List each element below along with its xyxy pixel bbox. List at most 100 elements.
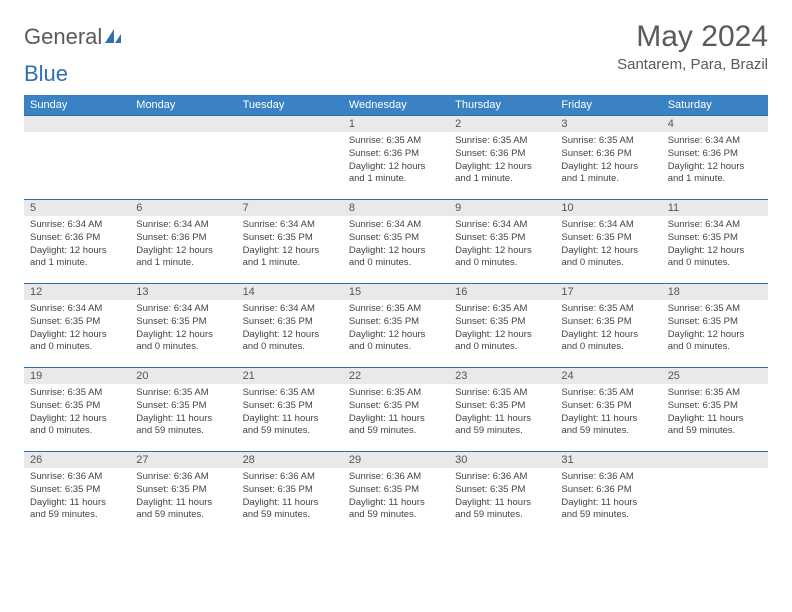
sunrise-text: Sunrise: 6:35 AM: [455, 135, 549, 148]
calendar-cell: 28Sunrise: 6:36 AMSunset: 6:35 PMDayligh…: [237, 452, 343, 536]
daylight-text: Daylight: 11 hours and 59 minutes.: [349, 497, 443, 523]
daylight-text: Daylight: 11 hours and 59 minutes.: [455, 413, 549, 439]
sunrise-text: Sunrise: 6:34 AM: [136, 303, 230, 316]
day-number: 31: [555, 452, 661, 468]
day-number: 7: [237, 200, 343, 216]
calendar-cell: 14Sunrise: 6:34 AMSunset: 6:35 PMDayligh…: [237, 284, 343, 368]
sunset-text: Sunset: 6:35 PM: [668, 400, 762, 413]
sunrise-text: Sunrise: 6:35 AM: [136, 387, 230, 400]
sunset-text: Sunset: 6:35 PM: [243, 316, 337, 329]
daylight-text: Daylight: 12 hours and 1 minute.: [136, 245, 230, 271]
day-number: 23: [449, 368, 555, 384]
sunrise-text: Sunrise: 6:34 AM: [243, 303, 337, 316]
day-number: 1: [343, 116, 449, 132]
day-number: 11: [662, 200, 768, 216]
calendar-cell: 8Sunrise: 6:34 AMSunset: 6:35 PMDaylight…: [343, 200, 449, 284]
calendar-cell: 1Sunrise: 6:35 AMSunset: 6:36 PMDaylight…: [343, 116, 449, 200]
day-details: Sunrise: 6:36 AMSunset: 6:35 PMDaylight:…: [449, 468, 555, 526]
sunset-text: Sunset: 6:36 PM: [561, 484, 655, 497]
day-details: Sunrise: 6:34 AMSunset: 6:35 PMDaylight:…: [237, 216, 343, 274]
sunset-text: Sunset: 6:36 PM: [561, 148, 655, 161]
sunrise-text: Sunrise: 6:34 AM: [136, 219, 230, 232]
sunset-text: Sunset: 6:35 PM: [136, 316, 230, 329]
daylight-text: Daylight: 12 hours and 0 minutes.: [668, 329, 762, 355]
weekday-header: Thursday: [449, 95, 555, 116]
day-number: 5: [24, 200, 130, 216]
sunset-text: Sunset: 6:35 PM: [136, 484, 230, 497]
calendar-cell: 9Sunrise: 6:34 AMSunset: 6:35 PMDaylight…: [449, 200, 555, 284]
day-number: 30: [449, 452, 555, 468]
day-number: 2: [449, 116, 555, 132]
daylight-text: Daylight: 12 hours and 0 minutes.: [30, 413, 124, 439]
day-number: 16: [449, 284, 555, 300]
logo-word2: Blue: [24, 61, 68, 87]
calendar-cell: 30Sunrise: 6:36 AMSunset: 6:35 PMDayligh…: [449, 452, 555, 536]
calendar-cell: 20Sunrise: 6:35 AMSunset: 6:35 PMDayligh…: [130, 368, 236, 452]
sunrise-text: Sunrise: 6:35 AM: [561, 135, 655, 148]
daylight-text: Daylight: 11 hours and 59 minutes.: [561, 497, 655, 523]
daylight-text: Daylight: 12 hours and 1 minute.: [30, 245, 124, 271]
sunrise-text: Sunrise: 6:34 AM: [561, 219, 655, 232]
calendar-cell: 7Sunrise: 6:34 AMSunset: 6:35 PMDaylight…: [237, 200, 343, 284]
day-details: Sunrise: 6:34 AMSunset: 6:35 PMDaylight:…: [555, 216, 661, 274]
calendar-cell: 11Sunrise: 6:34 AMSunset: 6:35 PMDayligh…: [662, 200, 768, 284]
sunset-text: Sunset: 6:35 PM: [668, 316, 762, 329]
day-number: 8: [343, 200, 449, 216]
day-details: Sunrise: 6:35 AMSunset: 6:35 PMDaylight:…: [449, 300, 555, 358]
day-details: Sunrise: 6:34 AMSunset: 6:35 PMDaylight:…: [662, 216, 768, 274]
daylight-text: Daylight: 11 hours and 59 minutes.: [243, 413, 337, 439]
day-number: 6: [130, 200, 236, 216]
day-details: Sunrise: 6:34 AMSunset: 6:36 PMDaylight:…: [130, 216, 236, 274]
weekday-header: Saturday: [662, 95, 768, 116]
day-details: Sunrise: 6:36 AMSunset: 6:35 PMDaylight:…: [130, 468, 236, 526]
calendar-cell: 13Sunrise: 6:34 AMSunset: 6:35 PMDayligh…: [130, 284, 236, 368]
calendar-cell: [24, 116, 130, 200]
day-details: Sunrise: 6:36 AMSunset: 6:35 PMDaylight:…: [24, 468, 130, 526]
sunset-text: Sunset: 6:35 PM: [243, 232, 337, 245]
sunset-text: Sunset: 6:36 PM: [136, 232, 230, 245]
day-number: 3: [555, 116, 661, 132]
day-number: 28: [237, 452, 343, 468]
day-number: 19: [24, 368, 130, 384]
daylight-text: Daylight: 12 hours and 1 minute.: [349, 161, 443, 187]
day-details: Sunrise: 6:35 AMSunset: 6:35 PMDaylight:…: [449, 384, 555, 442]
daylight-text: Daylight: 12 hours and 0 minutes.: [243, 329, 337, 355]
calendar-cell: 4Sunrise: 6:34 AMSunset: 6:36 PMDaylight…: [662, 116, 768, 200]
calendar-week-row: 5Sunrise: 6:34 AMSunset: 6:36 PMDaylight…: [24, 200, 768, 284]
daylight-text: Daylight: 12 hours and 0 minutes.: [455, 329, 549, 355]
calendar-cell: 24Sunrise: 6:35 AMSunset: 6:35 PMDayligh…: [555, 368, 661, 452]
calendar-cell: [237, 116, 343, 200]
day-number: 17: [555, 284, 661, 300]
calendar-week-row: 26Sunrise: 6:36 AMSunset: 6:35 PMDayligh…: [24, 452, 768, 536]
sunset-text: Sunset: 6:36 PM: [668, 148, 762, 161]
sunrise-text: Sunrise: 6:35 AM: [30, 387, 124, 400]
day-details: Sunrise: 6:35 AMSunset: 6:35 PMDaylight:…: [130, 384, 236, 442]
day-details: Sunrise: 6:35 AMSunset: 6:35 PMDaylight:…: [24, 384, 130, 442]
sunset-text: Sunset: 6:35 PM: [455, 400, 549, 413]
calendar-cell: 12Sunrise: 6:34 AMSunset: 6:35 PMDayligh…: [24, 284, 130, 368]
sunrise-text: Sunrise: 6:35 AM: [455, 387, 549, 400]
sunset-text: Sunset: 6:35 PM: [455, 232, 549, 245]
calendar-cell: 10Sunrise: 6:34 AMSunset: 6:35 PMDayligh…: [555, 200, 661, 284]
sunrise-text: Sunrise: 6:36 AM: [243, 471, 337, 484]
day-details: Sunrise: 6:36 AMSunset: 6:36 PMDaylight:…: [555, 468, 661, 526]
sunset-text: Sunset: 6:35 PM: [349, 400, 443, 413]
daylight-text: Daylight: 12 hours and 1 minute.: [455, 161, 549, 187]
calendar-week-row: 19Sunrise: 6:35 AMSunset: 6:35 PMDayligh…: [24, 368, 768, 452]
day-number: 22: [343, 368, 449, 384]
day-details: Sunrise: 6:35 AMSunset: 6:35 PMDaylight:…: [662, 300, 768, 358]
sunrise-text: Sunrise: 6:34 AM: [243, 219, 337, 232]
sunrise-text: Sunrise: 6:35 AM: [349, 387, 443, 400]
calendar-cell: 5Sunrise: 6:34 AMSunset: 6:36 PMDaylight…: [24, 200, 130, 284]
daylight-text: Daylight: 11 hours and 59 minutes.: [455, 497, 549, 523]
day-number: 24: [555, 368, 661, 384]
day-details: Sunrise: 6:34 AMSunset: 6:36 PMDaylight:…: [24, 216, 130, 274]
sunrise-text: Sunrise: 6:35 AM: [455, 303, 549, 316]
day-number: 21: [237, 368, 343, 384]
sunset-text: Sunset: 6:35 PM: [561, 400, 655, 413]
day-details: Sunrise: 6:35 AMSunset: 6:35 PMDaylight:…: [343, 384, 449, 442]
day-details: Sunrise: 6:35 AMSunset: 6:35 PMDaylight:…: [662, 384, 768, 442]
calendar-page: General May 2024 Santarem, Para, Brazil …: [0, 0, 792, 556]
daylight-text: Daylight: 11 hours and 59 minutes.: [136, 413, 230, 439]
sunrise-text: Sunrise: 6:36 AM: [30, 471, 124, 484]
